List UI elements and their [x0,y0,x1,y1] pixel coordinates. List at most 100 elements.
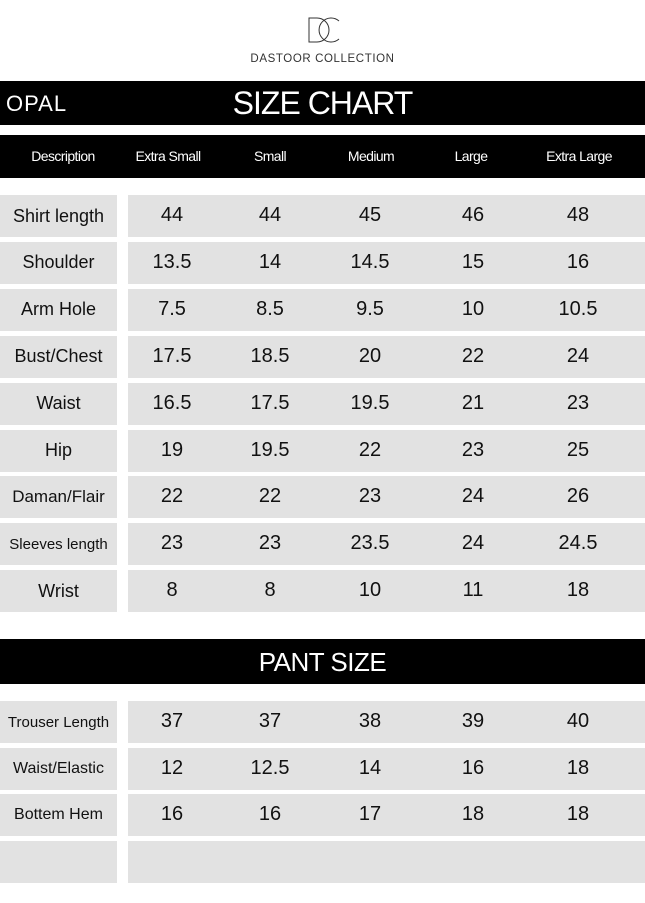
row-label: Trouser Length [0,701,117,743]
table-row: Hip 19 19.5 22 23 25 [0,429,645,472]
table-row [0,841,645,884]
size-value: 22 [461,344,485,367]
size-value: 23 [566,391,590,414]
table-row: Waist/Elastic 12 12.5 14 16 18 [0,747,645,790]
size-value: 16 [566,250,590,273]
row-label: Hip [0,429,117,472]
size-value: 18 [461,803,485,826]
size-value: 18 [566,756,590,779]
row-values: 17.5 18.5 20 22 24 [128,335,645,378]
row-values: 23 23 23.5 24 24.5 [128,523,645,566]
size-value: 12.5 [250,756,290,779]
size-value: 18 [566,803,590,826]
size-value: 48 [566,204,590,226]
row-label: Waist [0,382,117,425]
size-value: 8.5 [256,297,284,320]
column-header: Large [454,148,488,164]
row-values: 8 8 10 11 18 [128,570,645,613]
size-value: 23 [358,485,382,508]
row-values: 19 19.5 22 23 25 [128,429,645,472]
size-value: 44 [258,204,282,226]
size-value: 38 [358,710,382,732]
row-values: 12 12.5 14 16 18 [128,747,645,790]
row-values: 16.5 17.5 19.5 21 23 [128,382,645,425]
size-value: 11 [462,579,484,602]
table-row: Bust/Chest 17.5 18.5 20 22 24 [0,335,645,378]
pant-size-bar: PANT SIZE [0,639,645,684]
size-value: 23 [160,532,184,555]
table-row: Bottem Hem 16 16 17 18 18 [0,794,645,837]
row-label [0,841,117,884]
size-value: 15 [461,250,485,273]
dastoor-logo [308,17,340,43]
row-label: Shoulder [0,241,117,284]
size-value: 23.5 [350,532,390,555]
size-value: 24 [461,485,485,508]
row-values: 37 37 38 39 40 [128,701,645,743]
row-label: Sleeves length [0,523,117,566]
column-header-bar: Description Extra Small Small Medium Lar… [0,135,645,178]
size-value: 22 [160,485,184,508]
size-value: 23 [258,532,282,555]
size-value: 21 [461,391,485,414]
size-value: 17 [358,803,382,826]
row-values: 16 16 17 18 18 [128,794,645,837]
size-value: 19.5 [250,438,290,461]
row-values [128,841,645,884]
size-value: 45 [358,204,382,226]
size-value: 26 [566,485,590,508]
column-header: Extra Large [546,148,612,164]
row-label: Bust/Chest [0,335,117,378]
size-value: 8 [166,579,178,602]
pant-size-title: PANT SIZE [258,647,387,677]
row-label: Arm Hole [0,288,117,331]
row-values: 7.5 8.5 9.5 10 10.5 [128,288,645,331]
size-value: 24 [461,532,485,555]
column-header: Description [31,148,95,164]
size-value: 10 [358,579,382,602]
size-value: 23 [461,438,485,461]
size-value: 16 [461,756,485,779]
column-header: Small [253,148,287,164]
size-value: 18 [566,579,590,602]
size-value: 10.5 [558,297,598,320]
product-name: OPAL [6,91,68,116]
column-header: Extra Small [135,148,202,164]
size-value: 14.5 [350,250,390,273]
row-label: Shirt length [0,195,117,237]
table-row: Shirt length 44 44 45 46 48 [0,195,645,237]
row-values: 44 44 45 46 48 [128,195,645,237]
table-row: Wrist 8 8 10 11 18 [0,570,645,613]
size-value: 22 [358,438,382,461]
size-value: 39 [461,710,485,732]
size-value: 19.5 [350,391,390,414]
table-row: Daman/Flair 22 22 23 24 26 [0,476,645,519]
size-value: 24 [566,344,590,367]
table-row: Arm Hole 7.5 8.5 9.5 10 10.5 [0,288,645,331]
size-value: 17.5 [152,344,192,367]
size-value: 10 [461,297,485,320]
size-value: 16 [160,803,184,826]
table-row: Trouser Length 37 37 38 39 40 [0,701,645,743]
size-value: 12 [160,756,184,779]
size-value: 19 [160,438,184,461]
row-values: 22 22 23 24 26 [128,476,645,519]
size-value: 7.5 [158,297,186,320]
size-value: 20 [358,344,382,367]
size-value: 25 [566,438,590,461]
size-value: 13.5 [152,250,192,273]
size-value: 24.5 [558,532,598,555]
size-value: 14 [258,250,282,273]
size-value: 18.5 [250,344,290,367]
size-value: 46 [461,204,485,226]
size-value: 22 [258,485,282,508]
size-value: 9.5 [356,297,384,320]
column-header: Medium [347,148,395,164]
row-label: Waist/Elastic [0,747,117,790]
size-value: 37 [160,710,184,732]
size-value: 16 [258,803,282,826]
size-value: 16.5 [152,391,192,414]
size-value: 14 [358,756,382,779]
size-value: 37 [258,710,282,732]
row-values: 13.5 14 14.5 15 16 [128,241,645,284]
